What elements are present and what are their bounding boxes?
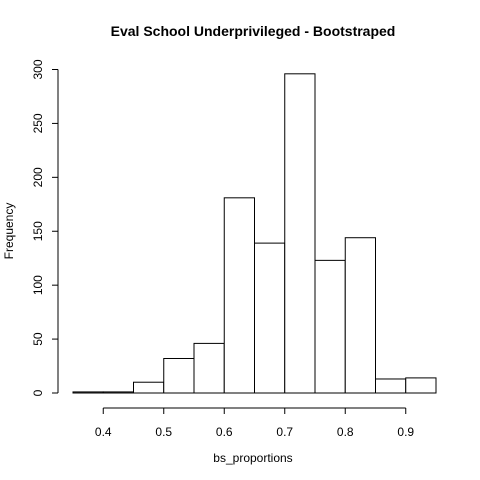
y-tick-label: 100 xyxy=(31,275,45,295)
x-tick-label: 0.7 xyxy=(276,425,293,439)
x-axis: 0.4 0.5 0.6 0.7 0.8 0.9 xyxy=(95,407,414,439)
y-axis-label: Frequency xyxy=(2,203,16,260)
histogram-bar xyxy=(163,357,195,394)
x-tick-label: 0.9 xyxy=(397,425,414,439)
y-tick-label: 0 xyxy=(31,389,45,396)
chart-title: Eval School Underprivileged - Bootstrape… xyxy=(111,23,396,39)
histogram-bar xyxy=(405,377,437,394)
y-axis: 0 50 100 150 200 250 300 xyxy=(31,59,59,396)
histogram-bar xyxy=(254,242,286,394)
y-tick-label: 300 xyxy=(31,59,45,79)
y-tick-label: 50 xyxy=(31,332,45,346)
histogram-bar xyxy=(314,259,346,394)
histogram-bar xyxy=(133,381,165,394)
histogram-bar xyxy=(193,342,225,394)
x-axis-label: bs_proportions xyxy=(213,451,292,465)
histogram-bar xyxy=(344,237,376,394)
histogram-bar xyxy=(375,378,407,394)
histogram-bar xyxy=(72,391,104,394)
histogram-bar xyxy=(102,391,134,394)
histogram-bars xyxy=(72,73,437,394)
x-tick-label: 0.8 xyxy=(337,425,354,439)
histogram-bar xyxy=(223,197,255,394)
x-tick-label: 0.4 xyxy=(95,425,112,439)
y-tick-label: 250 xyxy=(31,113,45,133)
x-tick-label: 0.6 xyxy=(216,425,233,439)
y-tick-label: 200 xyxy=(31,167,45,187)
histogram-bar xyxy=(284,73,316,394)
y-tick-label: 150 xyxy=(31,221,45,241)
x-tick-label: 0.5 xyxy=(155,425,172,439)
